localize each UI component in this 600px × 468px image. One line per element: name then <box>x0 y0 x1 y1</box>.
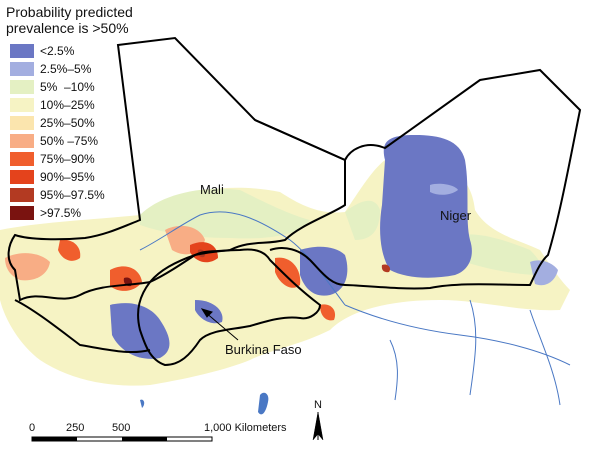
legend-title-line2: prevalence is >50% <box>6 20 129 36</box>
legend-title: Probability predicted prevalence is >50% <box>6 4 133 36</box>
legend-label: 95%–97.5% <box>40 188 105 202</box>
legend-swatch <box>10 152 34 166</box>
niger-border <box>254 68 582 290</box>
legend-item: 5% –10% <box>10 78 105 96</box>
legend-label: 10%–25% <box>40 98 95 112</box>
scale-tick-1000: 1,000 Kilometers <box>204 422 287 434</box>
legend-item: 10%–25% <box>10 96 105 114</box>
legend-swatch <box>10 80 34 94</box>
legend-item: 95%–97.5% <box>10 186 105 204</box>
prevalence-surface <box>0 135 570 386</box>
legend-item: 75%–90% <box>10 150 105 168</box>
legend-label: >97.5% <box>40 206 82 220</box>
legend-swatch <box>10 134 34 148</box>
mali-border <box>7 36 346 302</box>
legend-label: 2.5%–5% <box>40 62 92 76</box>
legend-item: 25%–50% <box>10 114 105 132</box>
scale-tick-500: 500 <box>112 422 130 434</box>
southern-border <box>14 299 151 354</box>
legend-label: <2.5% <box>40 44 75 58</box>
legend-item: 50% –75% <box>10 132 105 150</box>
legend-title-line1: Probability predicted <box>6 4 133 20</box>
legend-item: <2.5% <box>10 42 105 60</box>
legend-label: 5% –10% <box>40 80 95 94</box>
north-arrow-label: N <box>314 399 322 411</box>
country-borders <box>7 36 582 367</box>
legend-item: 2.5%–5% <box>10 60 105 78</box>
label-burkina-faso: Burkina Faso <box>225 342 302 357</box>
north-arrow: N <box>312 399 324 441</box>
annotation-arrow <box>200 308 239 341</box>
legend-item: 90%–95% <box>10 168 105 186</box>
legend-swatch <box>10 44 34 58</box>
scale-bar: 0 250 500 1,000 Kilometers <box>29 422 287 442</box>
burkina-border <box>137 248 322 367</box>
legend-swatch <box>10 188 34 202</box>
legend: <2.5% 2.5%–5% 5% –10% 10%–25% 25%–50% 50… <box>10 42 105 222</box>
legend-swatch <box>10 206 34 220</box>
lakes <box>140 392 269 415</box>
legend-swatch <box>10 116 34 130</box>
scale-tick-250: 250 <box>66 422 84 434</box>
label-niger: Niger <box>440 208 472 223</box>
scale-tick-0: 0 <box>29 422 35 434</box>
label-mali: Mali <box>200 182 224 197</box>
legend-swatch <box>10 170 34 184</box>
legend-swatch <box>10 98 34 112</box>
legend-label: 25%–50% <box>40 116 95 130</box>
legend-item: >97.5% <box>10 204 105 222</box>
legend-label: 50% –75% <box>40 134 99 148</box>
legend-label: 90%–95% <box>40 170 95 184</box>
legend-swatch <box>10 62 34 76</box>
legend-label: 75%–90% <box>40 152 95 166</box>
